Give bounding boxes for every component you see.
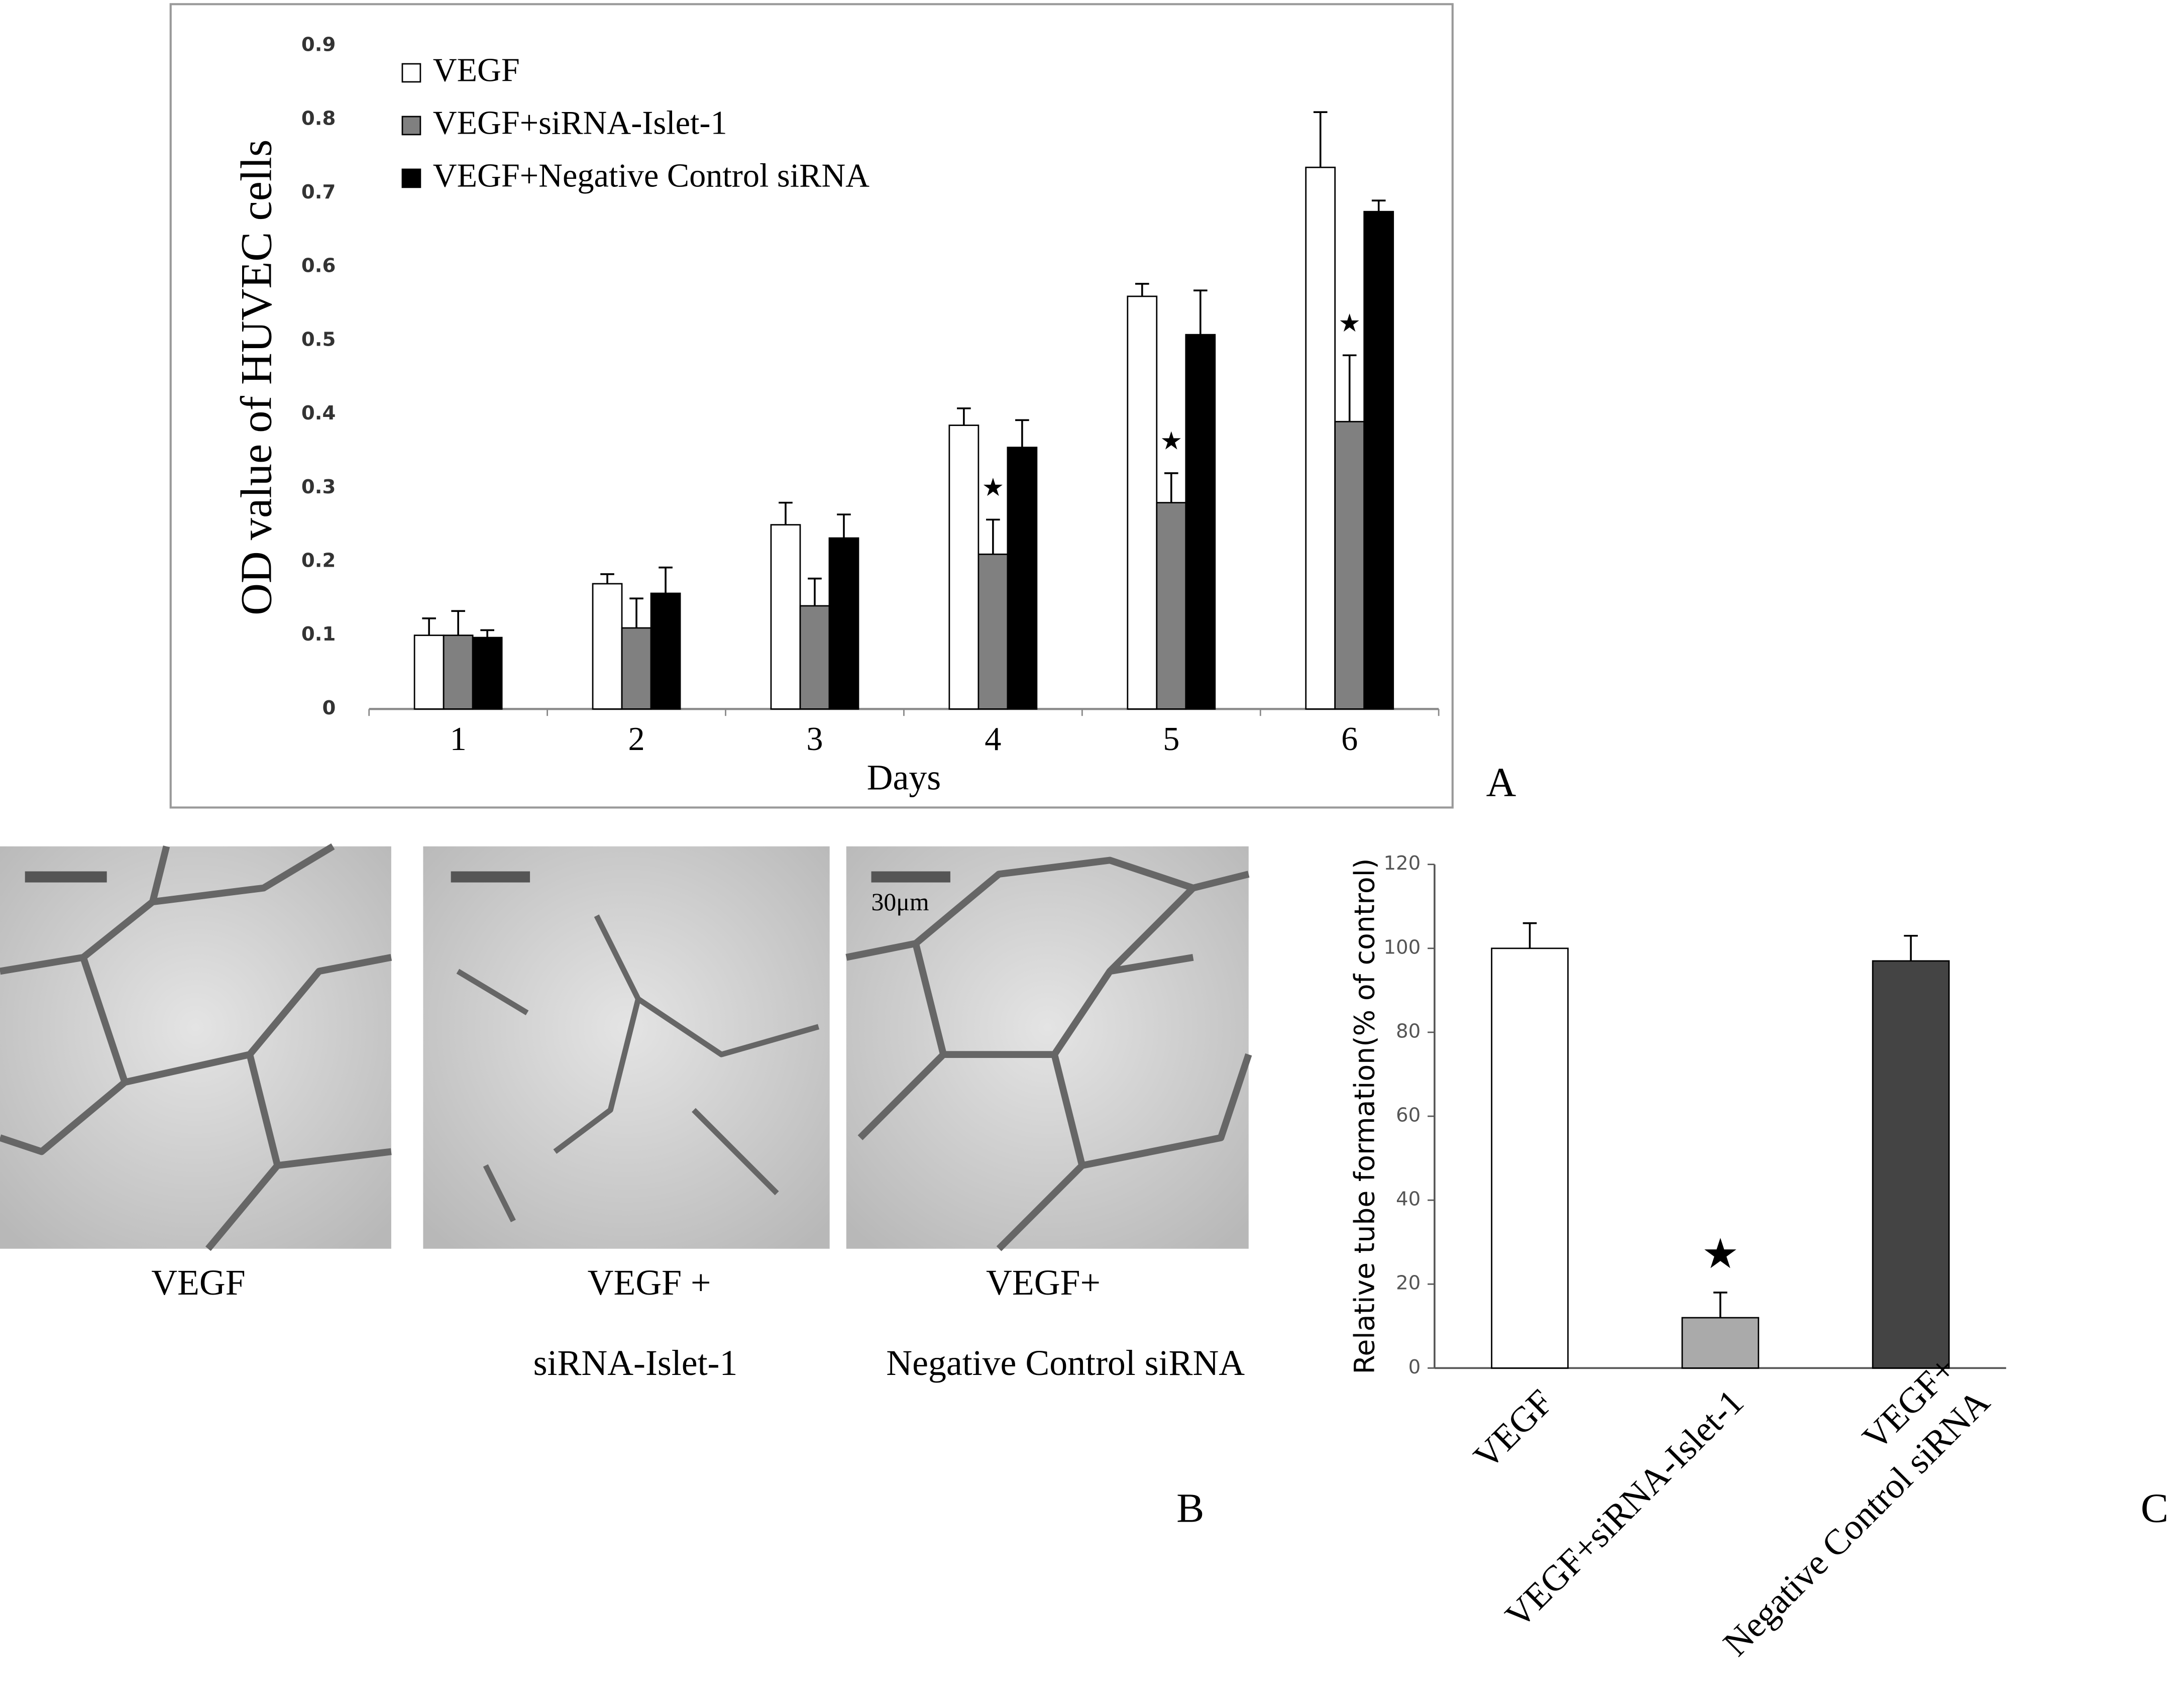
scale-bar [25,871,107,883]
y-tick-label: 0.7 [301,181,336,203]
micrograph-label: Negative Control siRNA [886,1343,1245,1383]
micrograph-label: VEGF + [588,1262,711,1303]
error-bar [1313,111,1328,168]
error-bar [422,617,436,635]
bar [1007,447,1038,710]
y-tick-label: 0.2 [301,549,336,572]
error-bar [986,518,1000,555]
error-bar [808,577,822,606]
y-axis-label: OD value of HUVEC cells [232,140,281,615]
x-tick-label: 2 [628,721,644,758]
bar [948,424,980,710]
y-tick-label: 0.4 [301,402,336,424]
error-bar [629,597,643,628]
legend-label: VEGF+Negative Control siRNA [433,158,869,194]
y-tick-label: 0.5 [301,328,336,351]
x-axis-label: Days [867,757,941,797]
bar [828,537,859,710]
legend-swatch [401,168,421,188]
legend-swatch [401,116,421,136]
micrograph [0,843,1252,1251]
bar [650,592,681,710]
error-bar [451,610,465,635]
bar [770,524,801,710]
y-tick-label: 80 [1396,1020,1421,1042]
scale-bar-label: 30μm [872,888,929,916]
error-bar [1713,1292,1727,1318]
panel-label: C [2141,1485,2168,1531]
panel-label: B [1176,1485,1204,1531]
significance-star: ★ [1338,308,1361,338]
error-bar [1523,922,1537,948]
bar [1363,210,1394,710]
x-tick-label: 4 [985,721,1001,758]
error-bar [957,407,971,425]
x-tick-label: 3 [806,721,823,758]
bar [977,553,1009,710]
micrograph-label: VEGF+ [986,1262,1101,1303]
legend-label: VEGF+siRNA-Islet-1 [433,105,727,142]
micrograph-label: siRNA-Islet-1 [533,1343,738,1383]
legend-swatch [401,63,421,83]
error-bar [1342,354,1357,422]
bar [1185,334,1216,710]
bar [1872,960,1950,1369]
y-tick-label: 40 [1396,1188,1421,1211]
error-bar [837,513,851,539]
bar [592,583,623,710]
error-bar [659,566,673,594]
significance-star: ★ [1160,426,1183,456]
y-tick-label: 0 [322,697,336,719]
legend-label: VEGF [433,52,520,89]
y-tick-label: 120 [1383,852,1421,875]
error-bar [1135,283,1149,296]
y-tick-label: 0.8 [301,107,336,130]
y-tick-label: 0.9 [301,34,336,56]
bar [443,634,474,710]
y-tick-label: 0.3 [301,476,336,498]
significance-star: ★ [982,473,1005,502]
x-tick-label: Negative Control siRNA [1715,1381,1997,1663]
bar [472,636,503,710]
micrograph-label: VEGF [151,1262,245,1303]
bar [799,605,830,710]
x-tick-label: 6 [1341,721,1358,758]
y-tick-label: 0.6 [301,255,336,277]
scale-bar [871,871,950,883]
bar [1491,947,1569,1369]
y-tick-label: 0.1 [301,623,336,646]
y-axis-label: Relative tube formation(% of control) [1349,858,1381,1374]
bar [413,634,445,710]
x-tick-label: 5 [1163,721,1179,758]
y-tick-label: 100 [1383,936,1421,958]
bar [1334,420,1365,710]
error-bar [1904,934,1918,961]
error-bar [1015,419,1029,448]
bar [1127,295,1158,710]
error-bar [1193,289,1208,335]
error-bar [1164,472,1178,503]
error-bar [600,573,614,584]
bar [1305,166,1336,710]
significance-star: ★ [1702,1229,1739,1278]
error-bar [779,501,793,525]
y-tick-label: 60 [1396,1104,1421,1127]
x-tick-label: VEGF [1466,1381,1561,1476]
panel-label: A [1486,759,1516,805]
y-tick-label: 0 [1408,1356,1421,1378]
y-tick-label: 20 [1396,1272,1421,1295]
scale-bar [451,871,530,883]
bar [1156,502,1187,710]
x-tick-label: 1 [450,721,467,758]
bar [1681,1317,1760,1369]
bar [621,627,652,710]
error-bar [1371,199,1386,212]
error-bar [480,629,494,638]
